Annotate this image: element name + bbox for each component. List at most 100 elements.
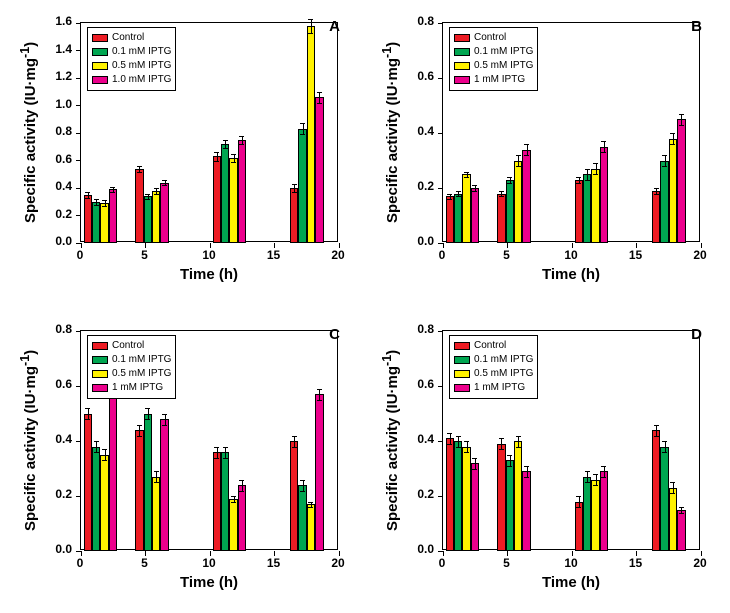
bar [229,499,237,551]
xtick-label: 20 [326,556,350,570]
bar [135,169,143,243]
bar [109,189,117,243]
legend-label: 0.5 mM IPTG [474,368,533,380]
legend-label: 1.0 mM IPTG [112,74,171,86]
legend-swatch [92,384,108,392]
legend-row: 0.1 mM IPTG [92,354,171,366]
panel-letter: B [691,18,702,35]
bar [591,169,599,243]
bar [144,196,152,243]
legend-row: Control [92,340,171,352]
bar [600,147,608,243]
bar [660,161,668,244]
legend-row: Control [454,340,533,352]
legend-row: Control [92,32,171,44]
bar [497,194,505,244]
legend-row: 0.5 mM IPTG [454,60,533,72]
panel-letter: C [329,326,340,343]
legend-row: Control [454,32,533,44]
xtick-label: 20 [326,248,350,262]
xtick-label: 5 [495,248,519,262]
xtick-label: 10 [197,556,221,570]
legend-row: 1 mM IPTG [454,382,533,394]
bar [514,441,522,551]
legend-row: 1.0 mM IPTG [92,74,171,86]
legend-label: Control [474,32,506,44]
legend-swatch [92,34,108,42]
xtick-label: 0 [68,556,92,570]
bar [100,203,108,243]
legend-swatch [454,76,470,84]
xtick-label: 5 [133,556,157,570]
bar [462,447,470,552]
bar [298,485,306,551]
legend-row: 0.5 mM IPTG [92,368,171,380]
bar [238,140,246,243]
bar [454,441,462,551]
panel-letter: A [329,18,340,35]
panel-C: Control0.1 mM IPTG0.5 mM IPTG1 mM IPTG0.… [18,318,348,598]
bar [152,191,160,243]
bar [307,504,315,551]
bar [669,139,677,244]
bar [446,196,454,243]
legend-swatch [92,76,108,84]
bar [497,444,505,551]
legend-swatch [92,342,108,350]
legend-swatch [454,342,470,350]
xtick-label: 5 [495,556,519,570]
xtick-label: 15 [624,248,648,262]
xlabel: Time (h) [442,266,700,283]
bar [84,195,92,243]
legend-row: 1 mM IPTG [92,382,171,394]
bar [677,119,685,243]
bar [471,188,479,243]
legend-label: 1 mM IPTG [474,382,525,394]
bar [109,375,117,551]
xtick-label: 15 [262,248,286,262]
legend-label: 1 mM IPTG [112,382,163,394]
legend-swatch [454,356,470,364]
bar [315,394,323,551]
xtick-label: 15 [262,556,286,570]
bar [506,460,514,551]
bar [229,158,237,243]
xtick-label: 0 [430,248,454,262]
bar [462,174,470,243]
bar [522,471,530,551]
xtick-label: 10 [559,556,583,570]
bar [290,441,298,551]
ylabel: Specific activity (IU·mg-1) [18,330,39,550]
legend-label: Control [112,340,144,352]
legend-swatch [454,370,470,378]
legend-label: 0.1 mM IPTG [112,354,171,366]
legend-swatch [92,356,108,364]
bar [591,480,599,552]
bar [290,188,298,243]
bar [152,477,160,551]
xtick-label: 0 [430,556,454,570]
bar [315,97,323,243]
legend-swatch [454,48,470,56]
bar [471,463,479,551]
legend: Control 0.1 mM IPTG 0.5 mM IPTG 1 mM IPTG [449,335,538,399]
xtick-label: 0 [68,248,92,262]
legend-swatch [92,370,108,378]
legend-label: 0.1 mM IPTG [474,354,533,366]
bar [213,156,221,243]
panel-A: Control0.1 mM IPTG0.5 mM IPTG1.0 mM IPTG… [18,10,348,290]
legend-row: 1 mM IPTG [454,74,533,86]
bar [238,485,246,551]
xtick-label: 20 [688,248,712,262]
xtick-label: 10 [197,248,221,262]
ylabel: Specific activity (IU·mg-1) [18,22,39,242]
bar [84,414,92,552]
legend-label: Control [112,32,144,44]
xlabel: Time (h) [442,574,700,591]
bar [583,477,591,551]
legend-label: 0.1 mM IPTG [474,46,533,58]
bar [135,430,143,551]
legend: Control0.1 mM IPTG0.5 mM IPTG1.0 mM IPTG [87,27,176,91]
legend-swatch [454,34,470,42]
legend-label: 0.1 mM IPTG [112,46,171,58]
